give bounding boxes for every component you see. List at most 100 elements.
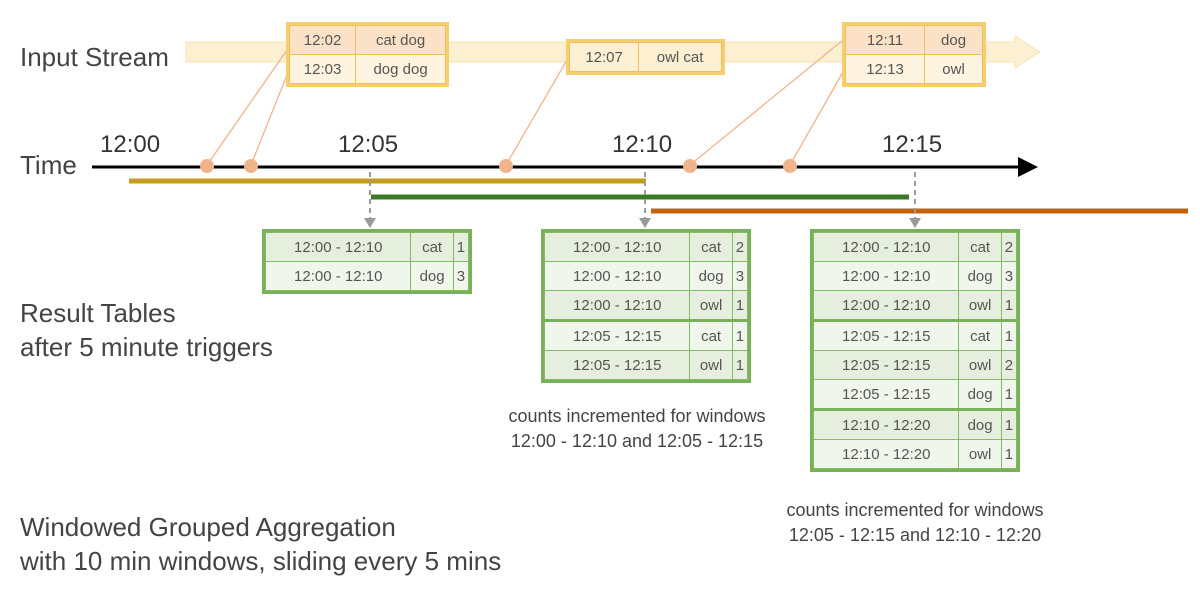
result-tables-label: Result Tables: [20, 298, 176, 328]
note-2-line2: 12:05 - 12:15 and 12:10 - 12:20: [788, 525, 1042, 545]
event-connector: [505, 59, 568, 166]
event-row: 12:02 cat dog: [288, 25, 446, 55]
window-cell: 12:00 - 12:10: [543, 232, 691, 262]
event-words: dog: [924, 25, 983, 55]
trigger-arrowhead: [364, 218, 376, 228]
time-tick: 12:00: [100, 131, 161, 158]
table-row: 12:05 - 12:15 owl 1: [543, 350, 749, 380]
word-cell: dog: [689, 261, 733, 291]
word-cell: owl: [958, 290, 1002, 321]
window-cell: 12:05 - 12:15: [543, 319, 691, 351]
event-group: 12:11 dog 12:13 owl: [842, 22, 986, 87]
note-1-line2: 12:00 - 12:10 and 12:05 - 12:15: [510, 431, 764, 451]
event-row: 12:07 owl cat: [568, 42, 722, 72]
count-cell: 1: [1000, 379, 1018, 410]
table-row: 12:05 - 12:15 dog 1: [812, 379, 1018, 410]
input-stream-label: Input Stream: [20, 42, 169, 72]
count-cell: 1: [731, 319, 749, 351]
window-cell: 12:05 - 12:15: [812, 319, 960, 351]
note-1-line1: counts incremented for windows: [508, 406, 766, 426]
table-row: 12:05 - 12:15 owl 2: [812, 350, 1018, 380]
result-table-3: 12:00 - 12:10 cat 2 12:00 - 12:10 dog 3 …: [810, 229, 1020, 472]
event-words: owl cat: [638, 42, 722, 72]
count-cell: 1: [1000, 439, 1018, 469]
window-cell: 12:05 - 12:15: [543, 350, 691, 380]
word-cell: cat: [689, 319, 733, 351]
event-row: 12:11 dog: [844, 25, 983, 55]
event-time: 12:02: [288, 25, 357, 55]
time-tick: 12:10: [612, 131, 673, 158]
time-axis-arrowhead: [1018, 157, 1038, 177]
event-time: 12:13: [844, 54, 926, 84]
trigger-arrowhead: [639, 218, 651, 228]
note-1: counts incremented for windows 12:00 - 1…: [472, 404, 802, 454]
window-cell: 12:00 - 12:10: [543, 290, 691, 321]
table-row: 12:00 - 12:10 dog 3: [812, 261, 1018, 291]
table-row: 12:05 - 12:15 cat 1: [543, 319, 749, 351]
event-dot: [200, 159, 214, 173]
event-connector: [206, 49, 288, 166]
window-cell: 12:00 - 12:10: [812, 290, 960, 321]
count-cell: 3: [731, 261, 749, 291]
table-row: 12:00 - 12:10 cat 2: [812, 232, 1018, 262]
trigger-arrowhead: [909, 218, 921, 228]
diagram-title: Windowed Grouped Aggregation: [20, 512, 396, 542]
table-row: 12:05 - 12:15 cat 1: [812, 319, 1018, 351]
event-dot: [783, 159, 797, 173]
count-cell: 3: [1000, 261, 1018, 291]
count-cell: 1: [731, 350, 749, 380]
word-cell: dog: [958, 408, 1002, 440]
table-row: 12:10 - 12:20 dog 1: [812, 408, 1018, 440]
word-cell: cat: [958, 232, 1002, 262]
count-cell: 2: [1000, 350, 1018, 380]
table-row: 12:10 - 12:20 owl 1: [812, 439, 1018, 469]
word-cell: dog: [958, 379, 1002, 410]
event-dot: [683, 159, 697, 173]
event-time: 12:11: [844, 25, 926, 55]
window-cell: 12:00 - 12:10: [264, 232, 412, 262]
note-2: counts incremented for windows 12:05 - 1…: [750, 498, 1080, 548]
note-2-line1: counts incremented for windows: [786, 500, 1044, 520]
window-cell: 12:05 - 12:15: [812, 350, 960, 380]
time-tick: 12:15: [882, 131, 943, 158]
table-row: 12:00 - 12:10 cat 2: [543, 232, 749, 262]
table-row: 12:00 - 12:10 owl 1: [812, 290, 1018, 321]
word-cell: owl: [689, 290, 733, 321]
table-row: 12:00 - 12:10 dog 3: [264, 261, 470, 291]
result-table-1: 12:00 - 12:10 cat 1 12:00 - 12:10 dog 3: [262, 229, 472, 294]
table-row: 12:00 - 12:10 cat 1: [264, 232, 470, 262]
window-cell: 12:00 - 12:10: [264, 261, 412, 291]
event-time: 12:07: [568, 42, 640, 72]
count-cell: 1: [452, 232, 470, 262]
word-cell: dog: [958, 261, 1002, 291]
time-label: Time: [20, 150, 77, 180]
count-cell: 1: [1000, 290, 1018, 321]
result-tables-sublabel: after 5 minute triggers: [20, 332, 273, 362]
count-cell: 1: [1000, 408, 1018, 440]
word-cell: cat: [958, 319, 1002, 351]
event-row: 12:13 owl: [844, 54, 983, 84]
count-cell: 1: [1000, 319, 1018, 351]
table-row: 12:00 - 12:10 dog 3: [543, 261, 749, 291]
event-words: owl: [924, 54, 983, 84]
event-connector: [789, 71, 844, 166]
word-cell: cat: [410, 232, 454, 262]
event-row: 12:03 dog dog: [288, 54, 446, 84]
word-cell: cat: [689, 232, 733, 262]
event-words: dog dog: [355, 54, 446, 84]
count-cell: 2: [1000, 232, 1018, 262]
event-time: 12:03: [288, 54, 357, 84]
event-dot: [244, 159, 258, 173]
window-cell: 12:00 - 12:10: [812, 261, 960, 291]
window-cell: 12:05 - 12:15: [812, 379, 960, 410]
count-cell: 1: [731, 290, 749, 321]
event-connector: [689, 39, 844, 166]
event-group: 12:07 owl cat: [566, 39, 725, 75]
word-cell: owl: [689, 350, 733, 380]
window-cell: 12:10 - 12:20: [812, 439, 960, 469]
event-group: 12:02 cat dog 12:03 dog dog: [286, 22, 449, 87]
event-words: cat dog: [355, 25, 446, 55]
word-cell: dog: [410, 261, 454, 291]
count-cell: 3: [452, 261, 470, 291]
